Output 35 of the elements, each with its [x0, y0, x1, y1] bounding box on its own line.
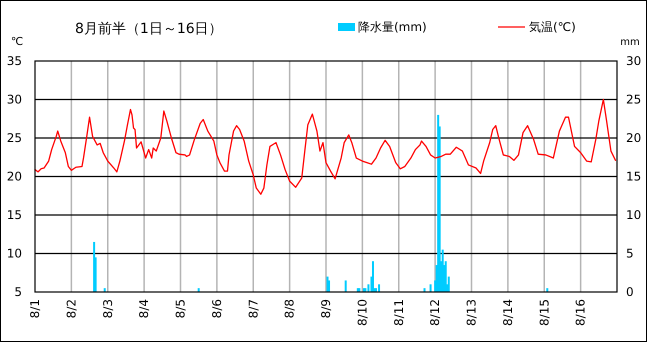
x-tick-label: 8/9 — [319, 299, 333, 318]
y2-tick-label: 20 — [626, 131, 642, 145]
x-tick-label: 8/1 — [28, 299, 42, 318]
x-tick-label: 8/12 — [428, 299, 442, 326]
x-tick-label: 8/15 — [537, 299, 552, 326]
y2-tick-label: 10 — [626, 208, 642, 222]
y-tick-label: 5 — [14, 285, 22, 299]
y2-axis-title: mm — [620, 37, 640, 48]
y2-tick-label: 0 — [626, 285, 634, 299]
x-tick-label: 8/11 — [392, 299, 406, 326]
y-tick-label: 30 — [6, 92, 22, 106]
x-tick-label: 8/6 — [210, 299, 224, 318]
x-tick-label: 8/2 — [64, 299, 78, 318]
x-tick-label: 8/8 — [282, 299, 297, 318]
x-tick-label: 8/10 — [355, 299, 370, 326]
y2-tick-label: 15 — [626, 170, 642, 184]
legend-label: 気温(℃) — [529, 20, 576, 34]
x-tick-label: 8/7 — [246, 299, 260, 318]
y-tick-label: 10 — [6, 246, 22, 260]
y-axis-title: ℃ — [10, 35, 24, 48]
y2-tick-label: 30 — [626, 54, 642, 68]
x-tick-label: 8/5 — [174, 299, 188, 318]
x-tick-label: 8/4 — [137, 299, 152, 318]
x-tick-label: 8/3 — [100, 299, 115, 318]
y2-tick-label: 5 — [626, 246, 634, 260]
x-tick-label: 8/14 — [500, 299, 515, 326]
y2-tick-label: 25 — [626, 92, 642, 106]
y-tick-label: 35 — [6, 54, 22, 68]
x-tick-label: 8/16 — [574, 299, 588, 326]
y-tick-label: 20 — [6, 170, 22, 184]
chart-title: 8月前半（1日～16日） — [75, 21, 223, 37]
y-tick-label: 25 — [6, 131, 22, 145]
legend-label: 降水量(mm) — [358, 20, 427, 34]
y-tick-label: 15 — [6, 208, 22, 222]
x-tick-label: 8/13 — [464, 299, 478, 326]
